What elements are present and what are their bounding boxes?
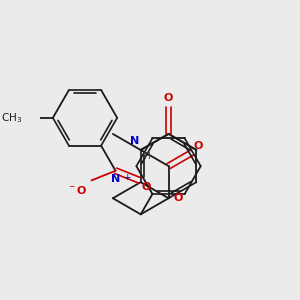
Text: N: N	[130, 136, 139, 146]
Text: N: N	[111, 174, 120, 184]
Text: H: H	[143, 152, 150, 160]
Text: $^-$O: $^-$O	[68, 184, 88, 196]
Text: +: +	[123, 173, 130, 182]
Text: O: O	[173, 193, 183, 203]
Text: O: O	[194, 141, 203, 151]
Text: O: O	[141, 182, 151, 192]
Text: O: O	[164, 93, 173, 103]
Text: CH$_3$: CH$_3$	[1, 111, 22, 125]
